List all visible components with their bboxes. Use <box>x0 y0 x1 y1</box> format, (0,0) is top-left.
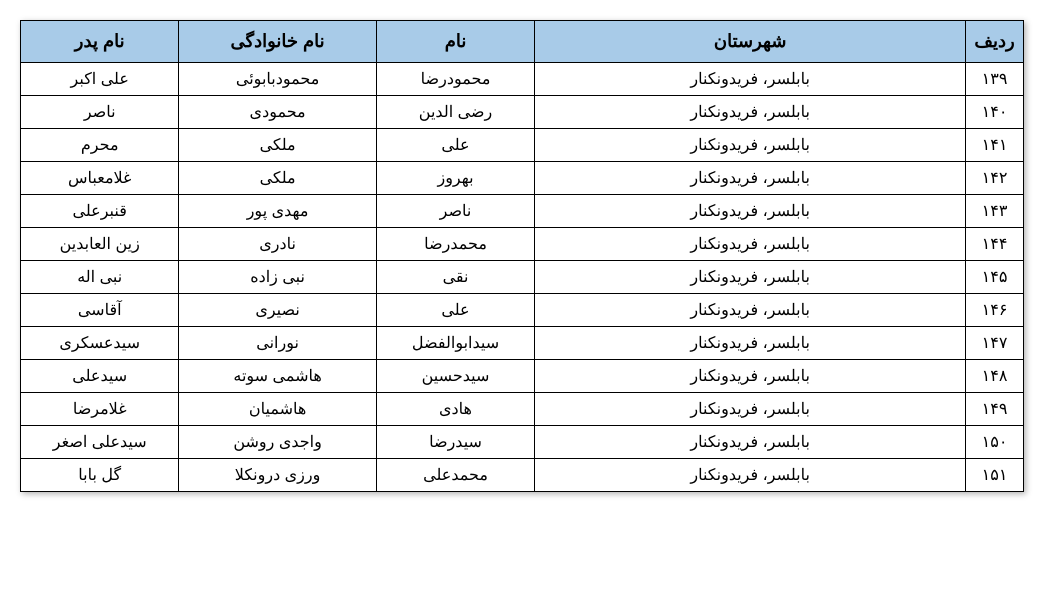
cell-city: بابلسر، فریدونکنار <box>535 393 966 426</box>
table-header: ردیف شهرستان نام نام خانوادگی نام پدر <box>21 21 1024 63</box>
cell-lastname: نادری <box>179 228 376 261</box>
cell-father: ناصر <box>21 96 179 129</box>
cell-city: بابلسر، فریدونکنار <box>535 96 966 129</box>
cell-name: سیدرضا <box>376 426 535 459</box>
cell-lastname: نورانی <box>179 327 376 360</box>
cell-city: بابلسر، فریدونکنار <box>535 63 966 96</box>
header-lastname: نام خانوادگی <box>179 21 376 63</box>
cell-row-num: ۱۴۲ <box>966 162 1024 195</box>
header-row-num: ردیف <box>966 21 1024 63</box>
cell-row-num: ۱۵۱ <box>966 459 1024 492</box>
cell-name: ناصر <box>376 195 535 228</box>
cell-lastname: ملکی <box>179 162 376 195</box>
cell-father: سیدعسکری <box>21 327 179 360</box>
cell-city: بابلسر، فریدونکنار <box>535 228 966 261</box>
data-table-container: ردیف شهرستان نام نام خانوادگی نام پدر ۱۳… <box>20 20 1024 492</box>
cell-city: بابلسر، فریدونکنار <box>535 459 966 492</box>
table-row: ۱۴۳بابلسر، فریدونکنارناصرمهدی پورقنبرعلی <box>21 195 1024 228</box>
cell-father: غلامعباس <box>21 162 179 195</box>
cell-lastname: هاشمیان <box>179 393 376 426</box>
data-table: ردیف شهرستان نام نام خانوادگی نام پدر ۱۳… <box>20 20 1024 492</box>
cell-father: سیدعلی <box>21 360 179 393</box>
table-row: ۱۳۹بابلسر، فریدونکنارمحمودرضامحمودبابوئی… <box>21 63 1024 96</box>
cell-lastname: محمودبابوئی <box>179 63 376 96</box>
cell-name: سیدحسین <box>376 360 535 393</box>
cell-name: نقی <box>376 261 535 294</box>
table-row: ۱۴۱بابلسر، فریدونکنارعلیملکیمحرم <box>21 129 1024 162</box>
table-row: ۱۵۱بابلسر، فریدونکنارمحمدعلیورزی درونکلا… <box>21 459 1024 492</box>
table-row: ۱۴۰بابلسر، فریدونکناررضی الدینمحمودیناصر <box>21 96 1024 129</box>
cell-lastname: نصیری <box>179 294 376 327</box>
cell-name: محمدرضا <box>376 228 535 261</box>
cell-name: بهروز <box>376 162 535 195</box>
cell-father: آقاسی <box>21 294 179 327</box>
cell-father: قنبرعلی <box>21 195 179 228</box>
header-name: نام <box>376 21 535 63</box>
cell-father: نبی اله <box>21 261 179 294</box>
cell-city: بابلسر، فریدونکنار <box>535 261 966 294</box>
cell-city: بابلسر، فریدونکنار <box>535 426 966 459</box>
cell-city: بابلسر، فریدونکنار <box>535 195 966 228</box>
table-row: ۱۴۶بابلسر، فریدونکنارعلینصیریآقاسی <box>21 294 1024 327</box>
table-row: ۱۵۰بابلسر، فریدونکنارسیدرضاواجدی روشنسید… <box>21 426 1024 459</box>
cell-row-num: ۱۴۳ <box>966 195 1024 228</box>
cell-father: علی اکبر <box>21 63 179 96</box>
cell-lastname: ملکی <box>179 129 376 162</box>
header-row: ردیف شهرستان نام نام خانوادگی نام پدر <box>21 21 1024 63</box>
cell-name: رضی الدین <box>376 96 535 129</box>
cell-city: بابلسر، فریدونکنار <box>535 162 966 195</box>
cell-lastname: مهدی پور <box>179 195 376 228</box>
header-father: نام پدر <box>21 21 179 63</box>
cell-name: محمودرضا <box>376 63 535 96</box>
cell-name: سیدابوالفضل <box>376 327 535 360</box>
cell-lastname: هاشمی سوته <box>179 360 376 393</box>
cell-name: علی <box>376 129 535 162</box>
cell-father: غلامرضا <box>21 393 179 426</box>
cell-city: بابلسر، فریدونکنار <box>535 129 966 162</box>
table-body: ۱۳۹بابلسر، فریدونکنارمحمودرضامحمودبابوئی… <box>21 63 1024 492</box>
cell-lastname: نبی زاده <box>179 261 376 294</box>
cell-row-num: ۱۴۱ <box>966 129 1024 162</box>
cell-father: زین العابدین <box>21 228 179 261</box>
table-row: ۱۴۹بابلسر، فریدونکنارهادیهاشمیانغلامرضا <box>21 393 1024 426</box>
cell-row-num: ۱۴۴ <box>966 228 1024 261</box>
table-row: ۱۴۴بابلسر، فریدونکنارمحمدرضانادریزین الع… <box>21 228 1024 261</box>
cell-name: محمدعلی <box>376 459 535 492</box>
table-row: ۱۴۵بابلسر، فریدونکنارنقینبی زادهنبی اله <box>21 261 1024 294</box>
cell-city: بابلسر، فریدونکنار <box>535 360 966 393</box>
header-city: شهرستان <box>535 21 966 63</box>
cell-row-num: ۱۵۰ <box>966 426 1024 459</box>
cell-father: گل بابا <box>21 459 179 492</box>
cell-row-num: ۱۴۶ <box>966 294 1024 327</box>
table-row: ۱۴۲بابلسر، فریدونکناربهروزملکیغلامعباس <box>21 162 1024 195</box>
cell-row-num: ۱۴۰ <box>966 96 1024 129</box>
table-row: ۱۴۸بابلسر، فریدونکنارسیدحسینهاشمی سوتهسی… <box>21 360 1024 393</box>
cell-row-num: ۱۳۹ <box>966 63 1024 96</box>
cell-father: محرم <box>21 129 179 162</box>
cell-city: بابلسر، فریدونکنار <box>535 294 966 327</box>
cell-name: هادی <box>376 393 535 426</box>
cell-lastname: واجدی روشن <box>179 426 376 459</box>
cell-row-num: ۱۴۹ <box>966 393 1024 426</box>
cell-father: سیدعلی اصغر <box>21 426 179 459</box>
cell-row-num: ۱۴۵ <box>966 261 1024 294</box>
cell-row-num: ۱۴۷ <box>966 327 1024 360</box>
cell-city: بابلسر، فریدونکنار <box>535 327 966 360</box>
cell-lastname: محمودی <box>179 96 376 129</box>
cell-name: علی <box>376 294 535 327</box>
cell-row-num: ۱۴۸ <box>966 360 1024 393</box>
table-row: ۱۴۷بابلسر، فریدونکنارسیدابوالفضلنورانیسی… <box>21 327 1024 360</box>
cell-lastname: ورزی درونکلا <box>179 459 376 492</box>
